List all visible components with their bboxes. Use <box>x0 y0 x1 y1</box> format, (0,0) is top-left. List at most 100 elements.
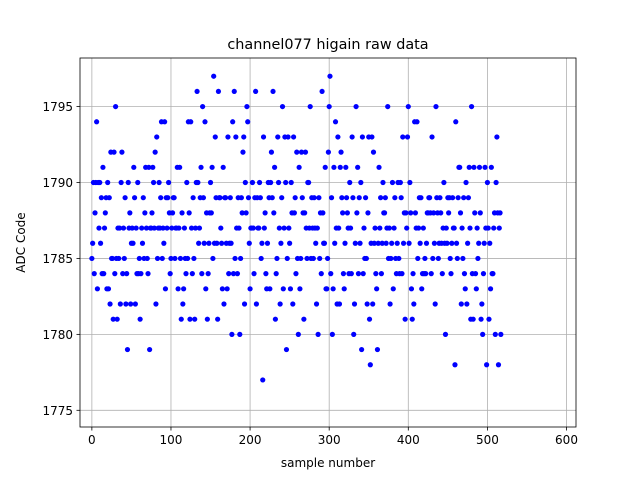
data-point <box>470 316 476 322</box>
data-point <box>394 240 400 246</box>
data-point <box>200 103 206 110</box>
data-point <box>281 225 287 231</box>
data-point <box>492 331 498 337</box>
data-point <box>481 240 487 246</box>
data-point <box>249 179 256 186</box>
data-point <box>258 255 264 262</box>
data-point <box>131 164 137 170</box>
data-point <box>327 73 333 79</box>
data-point <box>116 255 122 262</box>
data-point <box>119 149 125 155</box>
data-point <box>320 210 326 216</box>
data-point <box>391 225 397 231</box>
data-point <box>190 195 196 201</box>
data-point <box>280 286 286 292</box>
data-point <box>184 255 191 262</box>
data-point <box>380 179 386 186</box>
data-point <box>233 134 239 140</box>
data-point <box>221 301 227 307</box>
data-point <box>253 88 259 95</box>
data-point <box>164 225 170 231</box>
data-point <box>479 301 485 307</box>
data-point <box>268 179 274 186</box>
data-point <box>415 255 421 262</box>
data-point <box>219 240 225 246</box>
data-point <box>364 301 370 307</box>
data-point <box>226 271 232 277</box>
data-point <box>466 164 472 170</box>
data-point <box>112 103 119 110</box>
data-point <box>257 195 263 201</box>
data-point <box>109 255 116 262</box>
data-point <box>457 164 463 170</box>
data-point <box>414 119 420 125</box>
data-point <box>443 225 449 231</box>
data-point <box>370 301 376 307</box>
data-point <box>329 331 335 337</box>
data-point <box>181 225 188 231</box>
data-point <box>471 164 477 170</box>
data-point <box>465 240 471 246</box>
data-point <box>211 73 217 79</box>
data-point <box>325 149 331 155</box>
data-point <box>102 210 108 216</box>
data-point <box>178 316 184 322</box>
data-point <box>339 195 345 201</box>
data-point <box>133 225 139 231</box>
data-point <box>441 179 447 186</box>
data-point <box>454 255 460 262</box>
y-axis-label: ADC Code <box>14 212 28 272</box>
data-point <box>406 240 412 246</box>
data-point <box>381 210 388 216</box>
data-point <box>343 164 349 170</box>
data-point <box>429 134 435 140</box>
data-point <box>467 225 473 231</box>
data-point <box>165 195 171 201</box>
data-point <box>420 225 426 231</box>
data-point <box>461 271 468 277</box>
data-point <box>342 240 348 246</box>
data-point <box>453 240 460 246</box>
data-point <box>225 134 231 140</box>
data-point <box>356 195 362 201</box>
data-point <box>408 210 414 216</box>
data-point <box>251 271 257 277</box>
data-point <box>124 271 130 277</box>
data-point <box>146 164 152 170</box>
data-point <box>92 210 98 216</box>
data-point <box>378 195 384 201</box>
data-point <box>184 179 190 186</box>
data-point <box>298 255 304 262</box>
data-point <box>149 210 155 216</box>
data-point <box>297 286 303 292</box>
data-point <box>288 179 294 186</box>
data-point <box>262 210 268 216</box>
data-point <box>444 240 450 246</box>
y-tick-label: 1775 <box>42 404 73 418</box>
data-point <box>210 255 216 262</box>
data-point <box>187 316 193 322</box>
data-point <box>400 134 406 140</box>
data-point <box>136 255 142 262</box>
data-point <box>419 286 425 292</box>
data-point <box>195 179 201 186</box>
data-point <box>382 195 388 201</box>
data-point <box>439 271 445 277</box>
data-point <box>243 210 249 216</box>
data-point <box>90 240 96 246</box>
data-point <box>228 240 234 246</box>
data-point <box>156 179 162 186</box>
data-point <box>268 149 275 155</box>
data-point <box>230 119 236 125</box>
data-point <box>485 225 491 231</box>
data-point <box>397 179 403 186</box>
data-point <box>111 149 117 155</box>
data-point <box>150 164 156 170</box>
data-point <box>168 255 174 262</box>
data-point <box>357 240 363 246</box>
data-point <box>464 301 470 307</box>
data-point <box>361 225 367 231</box>
data-point <box>110 316 116 322</box>
